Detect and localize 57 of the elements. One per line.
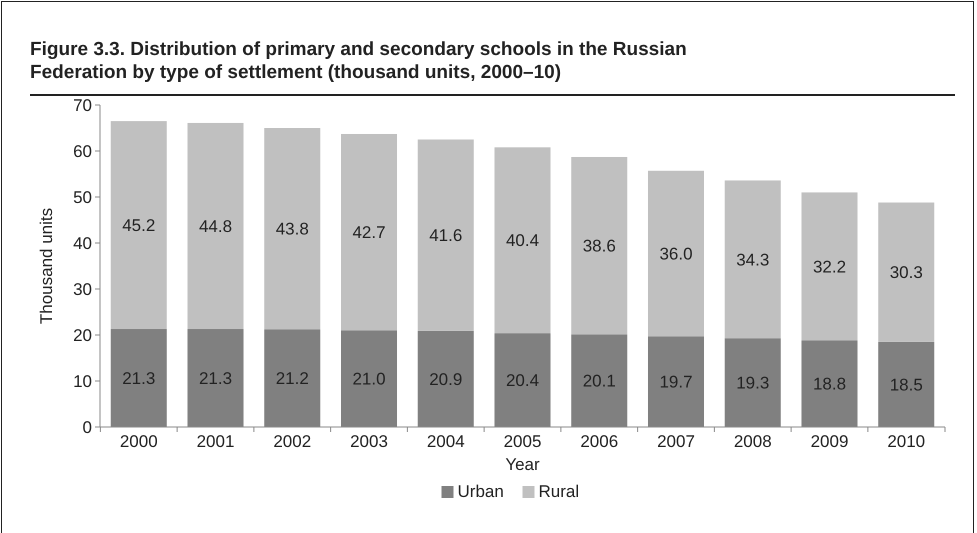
data-label: 43.8	[276, 220, 309, 239]
bar	[724, 180, 781, 338]
x-axis-title: Year	[505, 455, 540, 474]
data-label: 18.8	[812, 374, 846, 394]
data-label: 42.7	[352, 223, 386, 242]
y-tick-label: 40	[73, 234, 92, 253]
x-tick-label: 2008	[734, 432, 772, 451]
bar	[648, 170, 704, 336]
bar	[187, 122, 244, 330]
data-label: 21.0	[352, 370, 386, 389]
data-label: 20.4	[506, 371, 540, 390]
data-label: 21.3	[122, 368, 156, 388]
legend-label: Urban	[458, 482, 504, 501]
x-tick-label: 2002	[273, 432, 312, 451]
legend-label: Rural	[538, 482, 580, 501]
data-label: 45.2	[122, 216, 156, 236]
data-label: 21.2	[276, 369, 309, 388]
y-tick-label: 10	[73, 372, 92, 391]
bar	[878, 202, 934, 342]
x-tick-label: 2006	[580, 432, 618, 451]
data-label: 40.4	[506, 231, 540, 250]
bar	[571, 156, 628, 335]
data-label: 34.3	[736, 250, 770, 270]
y-tick-label: 60	[73, 142, 92, 161]
y-tick-label: 30	[73, 280, 92, 299]
data-label: 20.1	[582, 372, 616, 391]
data-label: 19.7	[659, 372, 693, 392]
bar	[340, 134, 398, 330]
data-label: 20.9	[429, 370, 462, 389]
x-tick-label: 2005	[504, 432, 542, 451]
bar	[264, 128, 320, 330]
x-tick-label: 2007	[657, 432, 695, 451]
x-tick-label: 2010	[887, 432, 926, 451]
x-tick-label: 2004	[426, 432, 465, 451]
bar	[494, 147, 551, 334]
x-tick-label: 2003	[350, 432, 388, 451]
data-label: 30.3	[890, 263, 923, 282]
data-label: 44.8	[198, 216, 232, 236]
data-label: 38.6	[582, 236, 616, 256]
bar	[801, 192, 858, 341]
data-label: 21.3	[198, 368, 232, 388]
data-label: 41.6	[429, 226, 462, 246]
chart-title: Figure 3.3. Distribution of primary and secondary schools in the Russian Federation by type of settlement (thousand units, 2000–10)	[30, 39, 687, 83]
data-label: 36.0	[659, 244, 693, 264]
y-tick-label: 70	[73, 96, 92, 115]
data-label: 19.3	[736, 374, 770, 393]
bar	[110, 121, 167, 330]
x-tick-label: 2000	[120, 432, 158, 451]
x-tick-label: 2001	[196, 432, 234, 451]
y-tick-label: 50	[73, 188, 92, 207]
x-tick-label: 2009	[810, 432, 848, 451]
data-label: 32.2	[812, 257, 846, 276]
y-tick-label: 0	[82, 418, 92, 437]
bar	[418, 140, 474, 331]
y-tick-label: 20	[73, 326, 92, 345]
y-axis-title: Thousand units	[37, 208, 56, 324]
data-label: 18.5	[890, 375, 923, 394]
